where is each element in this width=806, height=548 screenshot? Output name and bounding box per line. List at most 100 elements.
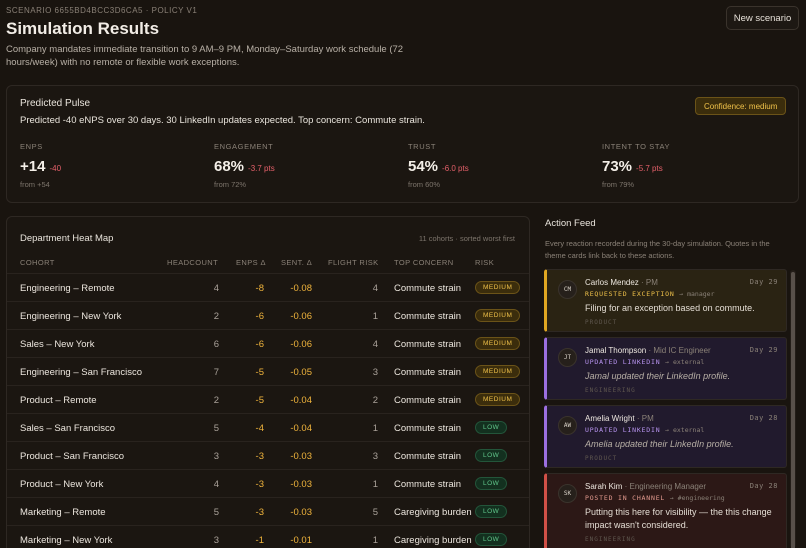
- table-row[interactable]: Marketing – New York 3 -1 -0.01 1 Caregiving …: [7, 525, 529, 548]
- cohort-cell: Product – San Francisco: [20, 451, 125, 462]
- sentiment-delta-cell: -0.04: [290, 423, 312, 434]
- metric-baseline: from +54: [20, 180, 50, 189]
- table-row[interactable]: Engineering – Remote 4 -8 -0.08 4 Commute str…: [7, 273, 529, 301]
- sentiment-delta-cell: -0.03: [290, 451, 312, 462]
- metric-trust: TRUST 54% -6.0 pts from 60%: [408, 142, 588, 189]
- top-concern-cell: Commute strain: [394, 423, 462, 434]
- action-type: UPDATED LINKEDIN: [585, 358, 661, 366]
- column-header-flight-risk[interactable]: FLIGHT RISK: [328, 258, 379, 267]
- headcount-cell: 3: [213, 451, 219, 462]
- risk-badge: LOW: [475, 421, 508, 434]
- pulse-title: Predicted Pulse: [20, 98, 91, 109]
- metric-delta: -6.0 pts: [442, 164, 469, 173]
- headcount-cell: 2: [213, 311, 219, 322]
- pulse-summary: Predicted -40 eNPS over 30 days. 30 Link…: [20, 115, 425, 126]
- table-row[interactable]: Marketing – Remote 5 -3 -0.03 5 Caregiving bu…: [7, 497, 529, 525]
- action-type: UPDATED LINKEDIN: [585, 426, 661, 434]
- action-type: POSTED IN CHANNEL: [585, 494, 666, 502]
- table-row[interactable]: Engineering – New York 2 -6 -0.06 1 Commute s…: [7, 301, 529, 329]
- theme-tag: PRODUCT: [585, 319, 618, 326]
- action-card[interactable]: AW Amelia Wright · PM Day 28 UPDATED LIN…: [544, 405, 787, 468]
- flight-risk-cell: 3: [372, 367, 378, 378]
- action-body: Jamal updated their LinkedIn profile.: [585, 371, 731, 381]
- day-label: Day 28: [749, 482, 778, 490]
- column-header-headcount[interactable]: HEADCOUNT: [167, 258, 219, 267]
- avatar: AW: [558, 416, 577, 435]
- action-card[interactable]: CM Carlos Mendez · PM Day 29 REQUESTED E…: [544, 269, 787, 332]
- page-title: Simulation Results: [6, 19, 160, 38]
- table-row[interactable]: Sales – San Francisco 5 -4 -0.04 1 Commute st…: [7, 413, 529, 441]
- table-row[interactable]: Engineering – San Francisco 7 -5 -0.05 3 Comm…: [7, 357, 529, 385]
- risk-badge: LOW: [475, 533, 508, 546]
- department-heat-map: Department Heat Map 11 cohorts · sorted …: [6, 216, 530, 548]
- flight-risk-cell: 4: [372, 283, 378, 294]
- confidence-badge: Confidence: medium: [695, 97, 787, 115]
- sentiment-delta-cell: -0.05: [290, 367, 312, 378]
- metric-value: 54%: [408, 158, 439, 175]
- heatmap-title: Department Heat Map: [20, 233, 114, 244]
- predicted-pulse-panel: Predicted Pulse Predicted -40 eNPS over …: [6, 85, 799, 203]
- headcount-cell: 5: [213, 507, 219, 518]
- cohort-cell: Sales – New York: [20, 339, 95, 350]
- top-concern-cell: Commute strain: [394, 311, 462, 322]
- column-header-sentiment[interactable]: SENT. Δ: [281, 258, 313, 267]
- column-header-risk[interactable]: RISK: [475, 258, 495, 267]
- flight-risk-cell: 5: [372, 507, 378, 518]
- risk-badge: MEDIUM: [475, 365, 521, 378]
- risk-badge: MEDIUM: [475, 281, 521, 294]
- table-row[interactable]: Product – San Francisco 3 -3 -0.03 3 Commute …: [7, 441, 529, 469]
- cohort-cell: Marketing – New York: [20, 535, 113, 546]
- column-header-cohort[interactable]: COHORT: [20, 258, 55, 267]
- page-description: Company mandates immediate transition to…: [6, 44, 404, 68]
- feed-scrollbar-thumb[interactable]: [791, 272, 795, 548]
- top-concern-cell: Caregiving burden: [394, 535, 472, 546]
- flight-risk-cell: 1: [372, 311, 378, 322]
- action-card[interactable]: SK Sarah Kim · Engineering Manager Day 2…: [544, 473, 787, 548]
- avatar: CM: [558, 280, 577, 299]
- table-row[interactable]: Product – New York 4 -3 -0.03 1 Commute strai…: [7, 469, 529, 497]
- table-row[interactable]: Product – Remote 2 -5 -0.04 2 Commute strain M…: [7, 385, 529, 413]
- metric-baseline: from 79%: [602, 180, 635, 189]
- risk-badge: MEDIUM: [475, 393, 521, 406]
- metric-label: ENPS: [20, 142, 43, 151]
- flight-risk-cell: 1: [372, 535, 378, 546]
- column-header-top-concern[interactable]: TOP CONCERN: [394, 258, 454, 267]
- theme-tag: ENGINEERING: [585, 387, 636, 394]
- action-card[interactable]: JT Jamal Thompson · Mid IC Engineer Day …: [544, 337, 787, 400]
- cohort-cell: Sales – San Francisco: [20, 423, 116, 434]
- metric-value: +14: [20, 158, 46, 175]
- day-label: Day 29: [749, 278, 778, 286]
- new-scenario-button[interactable]: New scenario: [726, 6, 799, 30]
- sentiment-delta-cell: -0.06: [290, 311, 312, 322]
- table-row[interactable]: Sales – New York 6 -6 -0.06 4 Commute strain M…: [7, 329, 529, 357]
- theme-tag: PRODUCT: [585, 455, 618, 462]
- day-label: Day 29: [749, 346, 778, 354]
- metric-baseline: from 60%: [408, 180, 441, 189]
- enps-delta-cell: -3: [255, 507, 264, 518]
- top-concern-cell: Commute strain: [394, 283, 462, 294]
- enps-delta-cell: -5: [255, 367, 264, 378]
- enps-delta-cell: -8: [255, 283, 264, 294]
- headcount-cell: 5: [213, 423, 219, 434]
- headcount-cell: 4: [213, 479, 219, 490]
- metric-label: ENGAGEMENT: [214, 142, 274, 151]
- column-header-enps[interactable]: ENPS Δ: [236, 258, 266, 267]
- enps-delta-cell: -3: [255, 451, 264, 462]
- enps-delta-cell: -4: [255, 423, 264, 434]
- enps-delta-cell: -5: [255, 395, 264, 406]
- flight-risk-cell: 1: [372, 479, 378, 490]
- top-concern-cell: Commute strain: [394, 395, 462, 406]
- headcount-cell: 4: [213, 283, 219, 294]
- cohort-cell: Product – New York: [20, 479, 104, 490]
- cohort-cell: Marketing – Remote: [20, 507, 106, 518]
- author-name: Carlos Mendez: [585, 278, 639, 287]
- sentiment-delta-cell: -0.04: [290, 395, 312, 406]
- action-target: → external: [665, 426, 705, 434]
- cohort-cell: Product – Remote: [20, 395, 97, 406]
- enps-delta-cell: -3: [255, 479, 264, 490]
- action-target: → #engineering: [669, 494, 725, 502]
- day-label: Day 28: [749, 414, 778, 422]
- headcount-cell: 6: [213, 339, 219, 350]
- table-header: COHORT HEADCOUNT ENPS Δ SENT. Δ FLIGHT R…: [7, 258, 529, 272]
- risk-badge: LOW: [475, 449, 508, 462]
